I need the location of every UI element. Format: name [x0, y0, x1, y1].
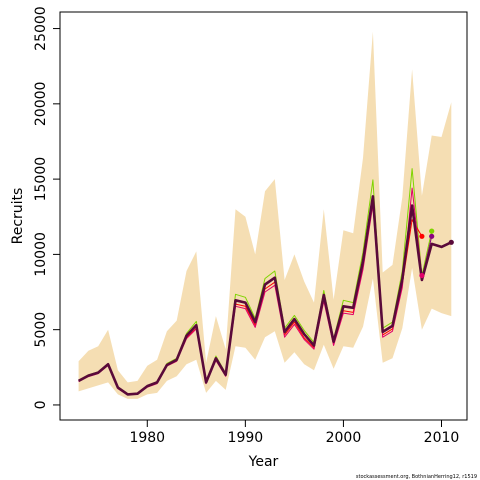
credit-note: stockassessment.org, BothnianHerring12, … [356, 474, 477, 480]
x-tick-label: 2010 [424, 430, 460, 446]
series-end-point-3 [419, 272, 425, 279]
x-tick-label: 1980 [129, 430, 165, 446]
confidence-band [78, 31, 452, 399]
series-end-point-2 [419, 233, 425, 239]
y-tick-label: 5000 [33, 312, 49, 348]
y-tick-label: 15000 [33, 157, 49, 202]
x-axis-title: Year [248, 454, 279, 470]
y-tick-label: 10000 [33, 232, 49, 277]
y-axis-title: Recruits [10, 188, 26, 245]
series-line-0 [77, 195, 452, 396]
y-tick-label: 0 [33, 400, 49, 409]
x-tick-label: 2000 [326, 430, 362, 446]
y-tick-label: 20000 [33, 82, 49, 127]
y-axis: 0 5000 10000 15000 20000 25000 [33, 6, 61, 409]
series-end-point-1 [429, 228, 435, 234]
x-tick-label: 1990 [228, 430, 264, 446]
series-end-points [419, 228, 454, 279]
x-axis: 1980 1990 2000 2010 [129, 419, 460, 446]
series-end-point-0 [448, 239, 454, 245]
series-end-point-4 [429, 233, 435, 239]
series-lines [77, 168, 452, 396]
confidence-band-area [78, 31, 452, 399]
y-tick-label: 25000 [33, 6, 49, 51]
